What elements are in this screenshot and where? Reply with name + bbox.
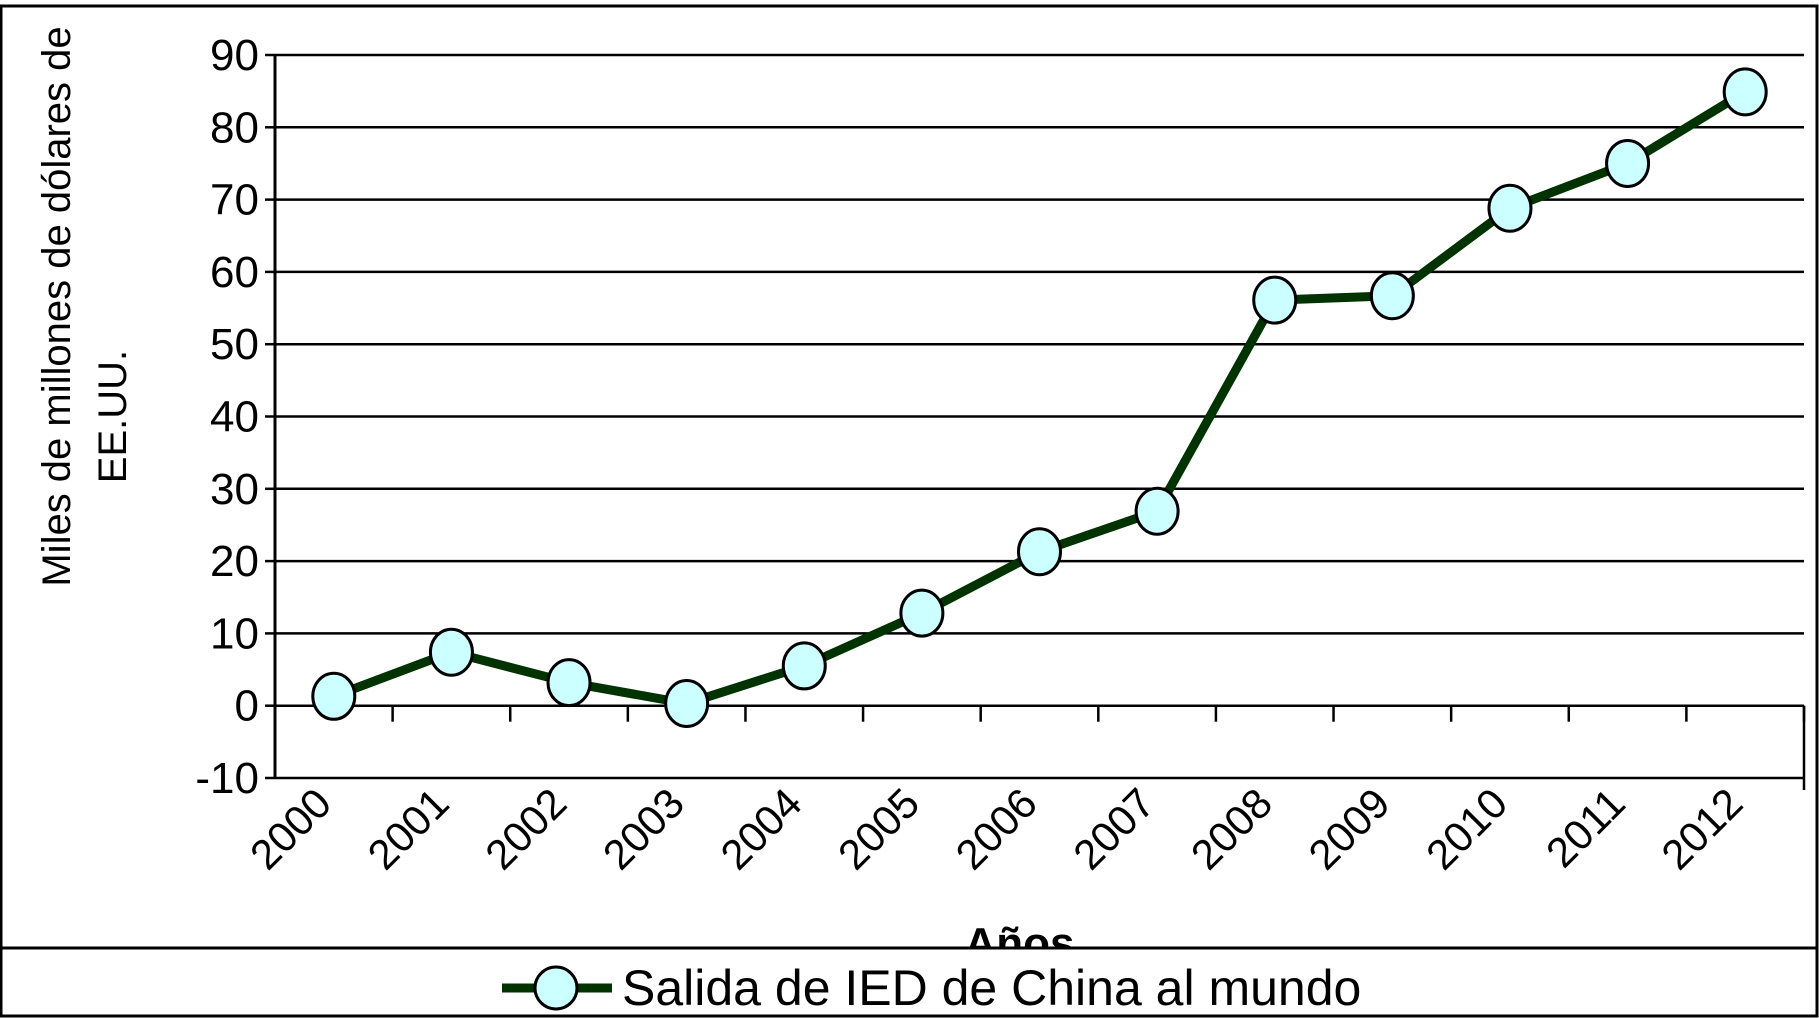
x-tick-label: 2008 bbox=[1182, 779, 1281, 878]
legend-box bbox=[0, 946, 1819, 1018]
y-tick-label: 70 bbox=[210, 176, 259, 225]
y-tick-label: 80 bbox=[210, 103, 259, 152]
y-tick-label: 20 bbox=[210, 537, 259, 586]
marker bbox=[546, 658, 592, 708]
x-tick-label: 2010 bbox=[1417, 779, 1516, 878]
marker bbox=[1722, 67, 1768, 117]
marker bbox=[1487, 183, 1533, 233]
legend-marker bbox=[533, 965, 579, 1011]
y-tick-label: 50 bbox=[210, 320, 259, 369]
x-tick-label: 2004 bbox=[711, 779, 810, 878]
x-tick-label: 2011 bbox=[1537, 779, 1634, 876]
marker bbox=[1134, 486, 1180, 536]
y-axis-label: EE.UU. bbox=[91, 350, 135, 483]
marker bbox=[899, 588, 945, 638]
y-tick-label: 90 bbox=[210, 31, 259, 80]
x-tick-label: 2003 bbox=[594, 779, 693, 878]
marker bbox=[1369, 271, 1415, 321]
x-tick-label: 2009 bbox=[1299, 779, 1398, 878]
marker bbox=[428, 627, 474, 677]
y-tick-label: 0 bbox=[235, 682, 259, 731]
legend-label: Salida de IED de China al mundo bbox=[622, 960, 1361, 1016]
y-axis-label: Miles de millones de dólares de bbox=[35, 26, 79, 586]
x-tick-label: 2001 bbox=[358, 779, 457, 878]
x-tick-label: 2005 bbox=[829, 779, 928, 878]
marker bbox=[781, 641, 827, 691]
x-tick-label: 2012 bbox=[1652, 779, 1751, 878]
marker bbox=[1252, 275, 1298, 325]
x-tick-label: 2002 bbox=[476, 779, 575, 878]
marker bbox=[311, 671, 357, 721]
marker bbox=[1017, 527, 1062, 577]
marker bbox=[1605, 138, 1651, 188]
x-tick-label: 2006 bbox=[947, 779, 1046, 878]
y-tick-label: 40 bbox=[210, 393, 259, 442]
y-tick-label: -10 bbox=[195, 754, 259, 803]
y-tick-label: 60 bbox=[210, 248, 259, 297]
series-line bbox=[332, 88, 1748, 709]
marker bbox=[664, 679, 710, 729]
y-tick-label: 30 bbox=[210, 465, 259, 514]
x-tick-label: 2007 bbox=[1064, 779, 1163, 878]
y-tick-label: 10 bbox=[210, 609, 259, 658]
